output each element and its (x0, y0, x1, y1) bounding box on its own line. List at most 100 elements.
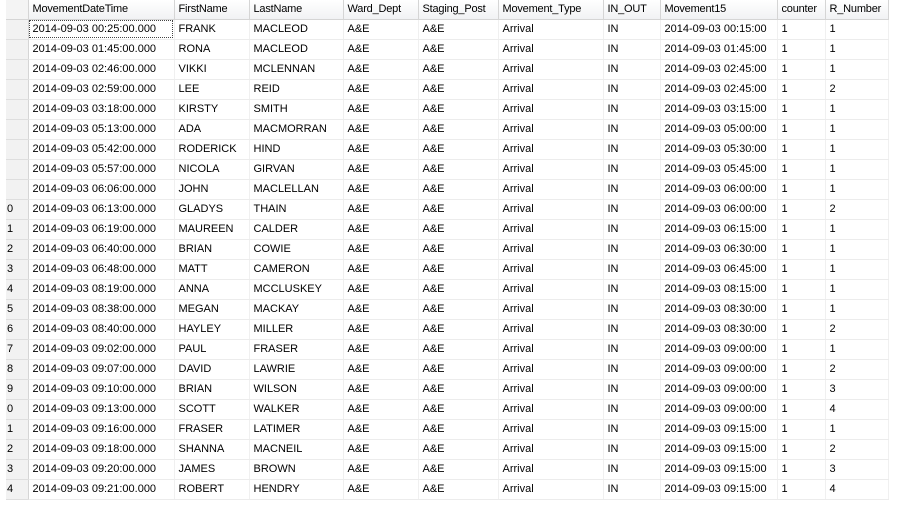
counter-cell[interactable]: 1 (777, 59, 826, 80)
movementdatetime-cell[interactable]: 2014-09-03 09:13:00.000 (28, 399, 175, 420)
row-number-cell[interactable] (6, 159, 29, 180)
lastname-cell[interactable]: MACLELLAN (249, 179, 344, 200)
counter-cell[interactable]: 1 (777, 79, 826, 100)
in-out-cell[interactable]: IN (603, 59, 661, 80)
counter-cell[interactable]: 1 (777, 279, 826, 300)
movementdatetime-cell[interactable]: 2014-09-03 05:13:00.000 (28, 119, 175, 140)
column-header-lastname[interactable]: LastName (249, 0, 344, 20)
staging-post-cell[interactable]: A&E (418, 79, 499, 100)
row-number-cell[interactable] (6, 79, 29, 100)
movement-type-cell[interactable]: Arrival (498, 99, 604, 120)
ward-dept-cell[interactable]: A&E (343, 119, 419, 140)
counter-cell[interactable]: 1 (777, 419, 826, 440)
counter-cell[interactable]: 1 (777, 159, 826, 180)
table-row[interactable]: 1 2014-09-03 06:19:00.000 MAUREEN CALDER A&E… (6, 219, 889, 240)
movement15-cell[interactable]: 2014-09-03 09:00:00 (660, 359, 778, 380)
lastname-cell[interactable]: SMITH (249, 99, 344, 120)
staging-post-cell[interactable]: A&E (418, 119, 499, 140)
column-header-in-out[interactable]: IN_OUT (603, 0, 661, 20)
table-row[interactable]: 1 2014-09-03 09:16:00.000 FRASER LATIMER A&E… (6, 419, 889, 440)
movement15-cell[interactable]: 2014-09-03 08:30:00 (660, 319, 778, 340)
movement15-cell[interactable]: 2014-09-03 09:00:00 (660, 339, 778, 360)
table-row[interactable]: 2014-09-03 00:25:00.000 FRANK MACLEOD A&E A&… (6, 19, 889, 40)
counter-cell[interactable]: 1 (777, 359, 826, 380)
lastname-cell[interactable]: WALKER (249, 399, 344, 420)
lastname-cell[interactable]: CALDER (249, 219, 344, 240)
movement15-cell[interactable]: 2014-09-03 06:45:00 (660, 259, 778, 280)
in-out-cell[interactable]: IN (603, 379, 661, 400)
r-number-cell[interactable]: 1 (825, 59, 889, 80)
counter-cell[interactable]: 1 (777, 179, 826, 200)
table-row[interactable]: 7 2014-09-03 09:02:00.000 PAUL FRASER A&E A&E… (6, 339, 889, 360)
ward-dept-cell[interactable]: A&E (343, 279, 419, 300)
row-number-cell[interactable]: 1 (6, 219, 29, 240)
movement-type-cell[interactable]: Arrival (498, 139, 604, 160)
movementdatetime-cell[interactable]: 2014-09-03 03:18:00.000 (28, 99, 175, 120)
row-number-cell[interactable]: 7 (6, 339, 29, 360)
row-number-cell[interactable]: 6 (6, 319, 29, 340)
firstname-cell[interactable]: DAVID (174, 359, 250, 380)
movement-type-cell[interactable]: Arrival (498, 479, 604, 500)
movement-type-cell[interactable]: Arrival (498, 439, 604, 460)
movement15-cell[interactable]: 2014-09-03 01:45:00 (660, 39, 778, 60)
movement-type-cell[interactable]: Arrival (498, 179, 604, 200)
firstname-cell[interactable]: ADA (174, 119, 250, 140)
movement15-cell[interactable]: 2014-09-03 09:15:00 (660, 419, 778, 440)
lastname-cell[interactable]: LATIMER (249, 419, 344, 440)
movementdatetime-cell[interactable]: 2014-09-03 09:16:00.000 (28, 419, 175, 440)
ward-dept-cell[interactable]: A&E (343, 239, 419, 260)
movement15-cell[interactable]: 2014-09-03 08:15:00 (660, 279, 778, 300)
table-row[interactable]: 2014-09-03 03:18:00.000 KIRSTY SMITH A&E A&E… (6, 99, 889, 120)
in-out-cell[interactable]: IN (603, 239, 661, 260)
firstname-cell[interactable]: RODERICK (174, 139, 250, 160)
in-out-cell[interactable]: IN (603, 299, 661, 320)
counter-cell[interactable]: 1 (777, 39, 826, 60)
movement15-cell[interactable]: 2014-09-03 06:30:00 (660, 239, 778, 260)
lastname-cell[interactable]: BROWN (249, 459, 344, 480)
in-out-cell[interactable]: IN (603, 339, 661, 360)
movement15-cell[interactable]: 2014-09-03 09:15:00 (660, 459, 778, 480)
lastname-cell[interactable]: FRASER (249, 339, 344, 360)
counter-cell[interactable]: 1 (777, 119, 826, 140)
counter-cell[interactable]: 1 (777, 339, 826, 360)
lastname-cell[interactable]: WILSON (249, 379, 344, 400)
movementdatetime-cell[interactable]: 2014-09-03 02:59:00.000 (28, 79, 175, 100)
counter-cell[interactable]: 1 (777, 199, 826, 220)
movementdatetime-cell[interactable]: 2014-09-03 06:13:00.000 (28, 199, 175, 220)
lastname-cell[interactable]: MCLENNAN (249, 59, 344, 80)
r-number-cell[interactable]: 4 (825, 399, 889, 420)
counter-cell[interactable]: 1 (777, 219, 826, 240)
movementdatetime-cell[interactable]: 2014-09-03 02:46:00.000 (28, 59, 175, 80)
r-number-cell[interactable]: 1 (825, 39, 889, 60)
firstname-cell[interactable]: KIRSTY (174, 99, 250, 120)
movementdatetime-cell[interactable]: 2014-09-03 09:20:00.000 (28, 459, 175, 480)
row-number-cell[interactable]: 3 (6, 459, 29, 480)
ward-dept-cell[interactable]: A&E (343, 219, 419, 240)
row-number-cell[interactable] (6, 139, 29, 160)
lastname-cell[interactable]: MACLEOD (249, 39, 344, 60)
staging-post-cell[interactable]: A&E (418, 439, 499, 460)
in-out-cell[interactable]: IN (603, 439, 661, 460)
ward-dept-cell[interactable]: A&E (343, 179, 419, 200)
in-out-cell[interactable]: IN (603, 459, 661, 480)
r-number-cell[interactable]: 2 (825, 359, 889, 380)
table-row[interactable]: 6 2014-09-03 08:40:00.000 HAYLEY MILLER A&E A… (6, 319, 889, 340)
firstname-cell[interactable]: MATT (174, 259, 250, 280)
movementdatetime-cell[interactable]: 2014-09-03 09:02:00.000 (28, 339, 175, 360)
lastname-cell[interactable]: REID (249, 79, 344, 100)
firstname-cell[interactable]: MEGAN (174, 299, 250, 320)
in-out-cell[interactable]: IN (603, 19, 661, 40)
movement-type-cell[interactable]: Arrival (498, 39, 604, 60)
ward-dept-cell[interactable]: A&E (343, 199, 419, 220)
counter-cell[interactable]: 1 (777, 459, 826, 480)
lastname-cell[interactable]: MACNEIL (249, 439, 344, 460)
movement-type-cell[interactable]: Arrival (498, 219, 604, 240)
r-number-cell[interactable]: 3 (825, 379, 889, 400)
movement15-cell[interactable]: 2014-09-03 02:45:00 (660, 59, 778, 80)
row-number-cell[interactable]: 2 (6, 439, 29, 460)
in-out-cell[interactable]: IN (603, 319, 661, 340)
movement-type-cell[interactable]: Arrival (498, 159, 604, 180)
in-out-cell[interactable]: IN (603, 419, 661, 440)
ward-dept-cell[interactable]: A&E (343, 99, 419, 120)
column-header-r-number[interactable]: R_Number (825, 0, 889, 20)
